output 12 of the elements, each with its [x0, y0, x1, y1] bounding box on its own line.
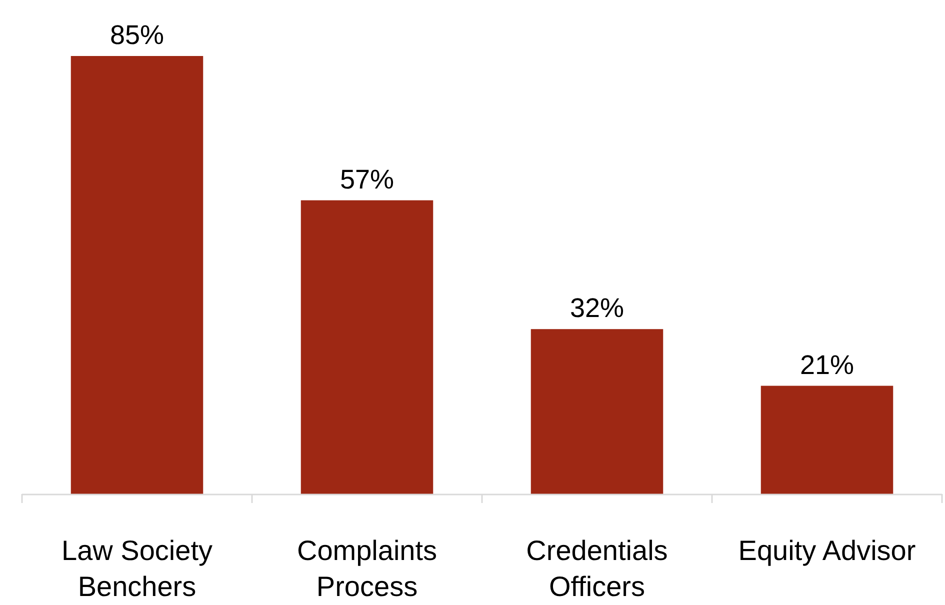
x-tick-label: Credentials Officers — [526, 535, 668, 602]
bar — [300, 200, 434, 494]
data-label: 32% — [570, 293, 624, 324]
data-label: 21% — [800, 350, 854, 380]
x-tick-label: Equity Advisor — [738, 535, 916, 566]
bar — [760, 386, 894, 494]
x-tick-label: Law Society Benchers — [62, 535, 212, 602]
data-label: 57% — [340, 164, 394, 194]
bar — [530, 329, 664, 494]
data-label: 85% — [110, 20, 164, 50]
x-tick-label: Complaints Process — [296, 535, 438, 602]
bar — [70, 56, 204, 494]
